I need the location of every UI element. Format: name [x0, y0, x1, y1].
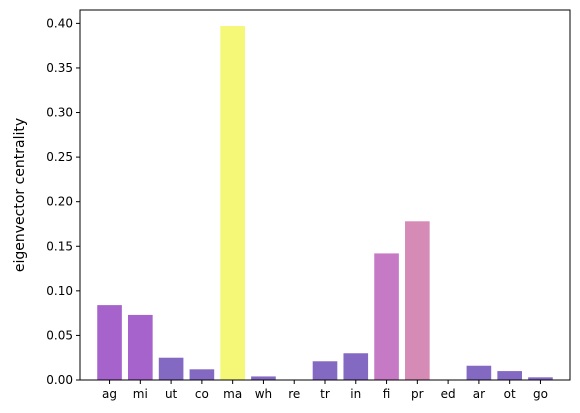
bar-in	[343, 353, 369, 380]
y-tick-label: 0.30	[46, 106, 73, 120]
bar-mi	[128, 314, 153, 380]
bar-fi	[374, 253, 399, 380]
x-tick-label: ma	[223, 387, 242, 401]
bar-ma	[220, 26, 245, 381]
x-tick-label: pr	[411, 387, 424, 401]
plot-area	[80, 10, 570, 380]
y-tick-label: 0.20	[46, 195, 73, 209]
x-tick-label: tr	[320, 387, 330, 401]
x-tick-label: co	[195, 387, 209, 401]
x-tick-label: wh	[255, 387, 272, 401]
y-tick-label: 0.40	[46, 16, 73, 30]
bar-wh	[251, 376, 276, 380]
x-tick-label: fi	[383, 387, 391, 401]
x-tick-label: ag	[102, 387, 117, 401]
bar-go	[528, 377, 553, 380]
y-tick-label: 0.00	[46, 373, 73, 387]
y-axis-label: eigenvector centrality	[12, 118, 28, 272]
x-tick-label: ar	[473, 387, 485, 401]
bar-ar	[466, 365, 492, 380]
x-tick-label: mi	[133, 387, 148, 401]
y-tick-label: 0.10	[46, 284, 73, 298]
y-tick-label: 0.25	[46, 150, 73, 164]
bar-ut	[158, 357, 184, 380]
x-tick-label: ut	[165, 387, 178, 401]
x-tick-label: re	[288, 387, 300, 401]
x-tick-label: ed	[441, 387, 456, 401]
bar-ot	[497, 371, 522, 380]
y-tick-label: 0.35	[46, 61, 73, 75]
bars-group	[97, 26, 553, 381]
bar-co	[189, 369, 215, 380]
x-axis-ticks: ag mi ut co ma wh re tr in fi pr ed ar ot go	[102, 380, 548, 401]
bar-ag	[97, 305, 122, 380]
y-tick-label: 0.15	[46, 239, 73, 253]
y-axis-ticks: 0.00 0.05 0.10 0.15 0.20 0.25 0.30 0.35 0.40	[46, 16, 80, 387]
bar-pr	[405, 221, 430, 380]
x-tick-label: go	[533, 387, 548, 401]
bar-tr	[312, 361, 338, 380]
x-tick-label: in	[350, 387, 361, 401]
plot-frame	[79, 9, 571, 381]
y-tick-label: 0.05	[46, 328, 73, 342]
x-tick-label: ot	[504, 387, 516, 401]
